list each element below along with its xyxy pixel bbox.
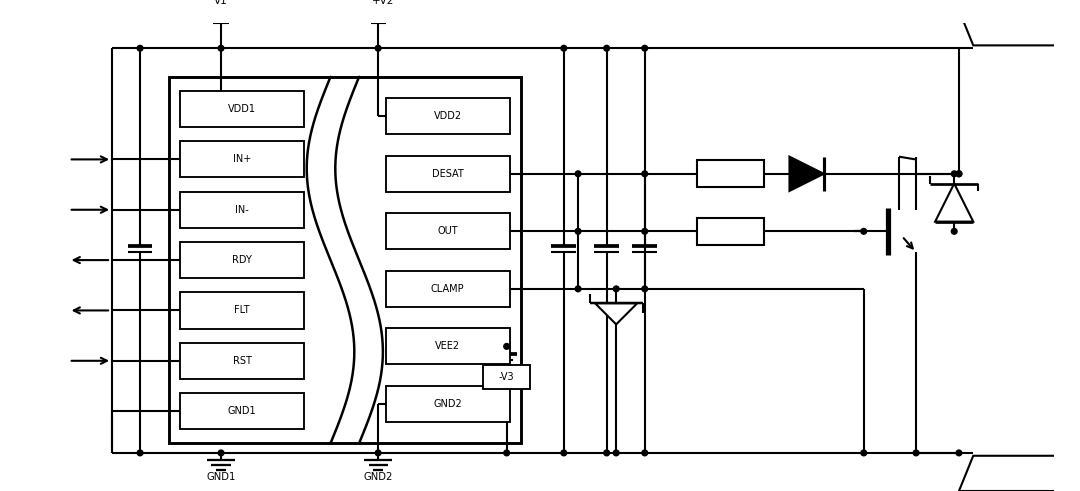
Circle shape	[642, 286, 648, 292]
Text: GND1: GND1	[228, 406, 256, 416]
Circle shape	[642, 228, 648, 234]
Bar	[168, 77, 521, 443]
Text: IN+: IN+	[233, 154, 251, 164]
Circle shape	[604, 450, 609, 456]
Polygon shape	[959, 10, 1074, 45]
Text: GND2: GND2	[364, 472, 393, 482]
Text: IN-: IN-	[235, 205, 248, 215]
Circle shape	[218, 45, 224, 51]
Bar	[180, 292, 303, 328]
Circle shape	[503, 450, 510, 456]
Bar	[386, 271, 510, 307]
Circle shape	[576, 228, 581, 234]
Circle shape	[642, 171, 648, 177]
Text: CLAMP: CLAMP	[431, 284, 464, 294]
Text: VDD2: VDD2	[433, 111, 462, 121]
Bar	[386, 98, 510, 135]
Polygon shape	[595, 303, 637, 325]
Circle shape	[613, 450, 619, 456]
Bar	[386, 386, 510, 422]
Circle shape	[956, 171, 962, 177]
Bar	[386, 328, 510, 364]
Text: VDD1: VDD1	[228, 104, 256, 114]
Polygon shape	[935, 184, 973, 221]
Circle shape	[604, 45, 609, 51]
Bar	[386, 156, 510, 192]
Bar	[697, 218, 764, 245]
Circle shape	[561, 450, 567, 456]
Polygon shape	[789, 157, 824, 191]
Circle shape	[561, 45, 567, 51]
Circle shape	[576, 171, 581, 177]
Circle shape	[861, 450, 866, 456]
Bar	[180, 343, 303, 379]
Circle shape	[956, 450, 962, 456]
Circle shape	[951, 228, 957, 234]
Circle shape	[861, 228, 866, 234]
Bar	[697, 161, 764, 187]
Text: RST: RST	[232, 356, 252, 366]
Circle shape	[642, 45, 648, 51]
Bar	[180, 191, 303, 228]
Circle shape	[956, 171, 962, 177]
Circle shape	[218, 450, 224, 456]
Text: +V2: +V2	[372, 0, 394, 5]
Circle shape	[137, 450, 143, 456]
Text: FLT: FLT	[234, 305, 249, 315]
Text: GND2: GND2	[433, 399, 462, 409]
Circle shape	[642, 450, 648, 456]
Circle shape	[613, 286, 619, 292]
Circle shape	[576, 286, 581, 292]
Text: RDY: RDY	[232, 255, 252, 265]
Bar	[180, 91, 303, 127]
Bar	[483, 365, 530, 389]
Circle shape	[503, 344, 510, 349]
Text: GND1: GND1	[206, 472, 235, 482]
Bar	[180, 242, 303, 278]
Polygon shape	[959, 456, 1074, 491]
Circle shape	[375, 45, 381, 51]
Bar	[180, 393, 303, 429]
Text: VEE2: VEE2	[435, 341, 460, 352]
Text: V1: V1	[214, 0, 228, 5]
Text: -V3: -V3	[499, 372, 514, 382]
Bar	[180, 141, 303, 177]
Circle shape	[137, 45, 143, 51]
Circle shape	[951, 171, 957, 177]
Bar	[386, 213, 510, 249]
Circle shape	[375, 450, 381, 456]
Text: OUT: OUT	[437, 226, 458, 236]
Circle shape	[914, 450, 919, 456]
Text: DESAT: DESAT	[432, 169, 463, 179]
